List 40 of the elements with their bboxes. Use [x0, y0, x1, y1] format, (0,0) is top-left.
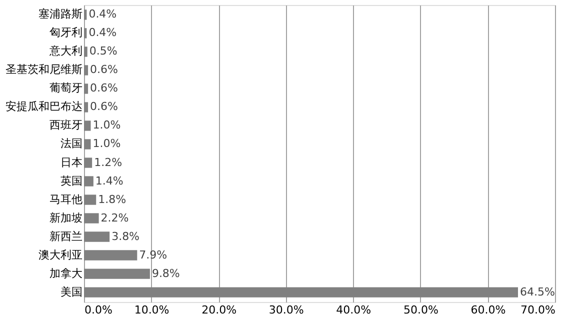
- data-label: 0.6%: [90, 63, 118, 76]
- data-label: 0.4%: [88, 8, 117, 21]
- y-tick-label: 加拿大: [50, 266, 82, 280]
- y-tick-label: 法国: [60, 137, 82, 150]
- data-label: 1.2%: [94, 156, 122, 169]
- data-label: 2.2%: [100, 211, 129, 224]
- y-tick-label: 新西兰: [50, 230, 82, 243]
- data-label: 0.6%: [90, 82, 118, 95]
- y-tick-label: 匈牙利: [50, 26, 82, 40]
- y-tick-label: 圣基茨和尼维斯: [6, 63, 82, 76]
- data-label: 64.5%: [520, 285, 555, 298]
- data-label: 1.0%: [92, 118, 121, 132]
- y-tick-label: 塞浦路斯: [38, 8, 82, 21]
- y-tick-label: 澳大利亚: [38, 248, 82, 262]
- data-label: 7.9%: [139, 248, 168, 262]
- y-tick-label: 马耳他: [50, 192, 82, 206]
- y-tick-label: 意大利: [48, 44, 82, 58]
- data-label: 1.8%: [98, 192, 126, 206]
- x-tick-label: 30.0%: [268, 304, 304, 316]
- x-tick-label: 10.0%: [134, 304, 170, 316]
- y-tick-label: 美国: [60, 285, 82, 298]
- y-tick-label: 新加坡: [50, 211, 82, 224]
- data-label: 0.5%: [89, 44, 118, 58]
- x-tick-label: 50.0%: [403, 304, 438, 316]
- y-tick-label: 西班牙: [50, 118, 82, 132]
- data-label: 1.0%: [92, 137, 121, 150]
- x-tick-label: 20.0%: [202, 304, 237, 316]
- x-tick-label: 0.0%: [84, 304, 112, 316]
- data-label: 0.6%: [90, 100, 118, 114]
- y-tick-label: 英国: [60, 174, 82, 188]
- data-label: 0.4%: [88, 26, 117, 40]
- x-tick-label: 40.0%: [336, 304, 372, 316]
- x-tick-label: 60.0%: [470, 304, 506, 316]
- y-tick-label: 日本: [60, 156, 82, 169]
- data-label: 3.8%: [112, 230, 140, 243]
- data-label: 9.8%: [152, 266, 180, 280]
- y-tick-label: 安提瓜和巴布达: [6, 100, 82, 114]
- x-tick-label: 70.0%: [520, 304, 556, 316]
- y-tick-label: 葡萄牙: [50, 82, 82, 95]
- data-label: 1.4%: [95, 174, 124, 188]
